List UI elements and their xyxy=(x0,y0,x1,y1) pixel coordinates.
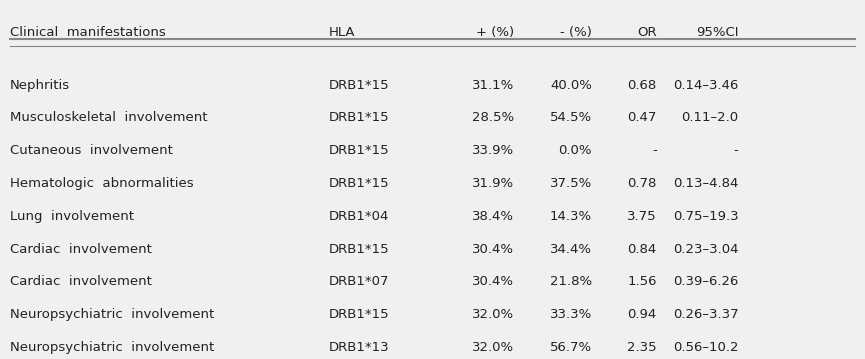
Text: Lung  involvement: Lung involvement xyxy=(10,210,134,223)
Text: 32.0%: 32.0% xyxy=(472,308,515,321)
Text: DRB1*15: DRB1*15 xyxy=(329,177,389,190)
Text: 38.4%: 38.4% xyxy=(472,210,515,223)
Text: 54.5%: 54.5% xyxy=(550,111,592,125)
Text: 21.8%: 21.8% xyxy=(550,275,592,288)
Text: HLA: HLA xyxy=(329,26,356,39)
Text: 33.3%: 33.3% xyxy=(550,308,592,321)
Text: Hematologic  abnormalities: Hematologic abnormalities xyxy=(10,177,194,190)
Text: DRB1*07: DRB1*07 xyxy=(329,275,389,288)
Text: Neuropsychiatric  involvement: Neuropsychiatric involvement xyxy=(10,308,215,321)
Text: 0.23–3.04: 0.23–3.04 xyxy=(673,243,739,256)
Text: Cardiac  involvement: Cardiac involvement xyxy=(10,275,152,288)
Text: 40.0%: 40.0% xyxy=(550,79,592,92)
Text: 33.9%: 33.9% xyxy=(472,144,515,157)
Text: 0.56–10.2: 0.56–10.2 xyxy=(673,341,739,354)
Text: DRB1*15: DRB1*15 xyxy=(329,111,389,125)
Text: OR: OR xyxy=(637,26,657,39)
Text: 28.5%: 28.5% xyxy=(472,111,515,125)
Text: 31.1%: 31.1% xyxy=(472,79,515,92)
Text: 0.39–6.26: 0.39–6.26 xyxy=(673,275,739,288)
Text: DRB1*15: DRB1*15 xyxy=(329,144,389,157)
Text: 2.35: 2.35 xyxy=(627,341,657,354)
Text: 32.0%: 32.0% xyxy=(472,341,515,354)
Text: 14.3%: 14.3% xyxy=(550,210,592,223)
Text: Clinical  manifestations: Clinical manifestations xyxy=(10,26,166,39)
Text: 1.56: 1.56 xyxy=(627,275,657,288)
Text: 0.13–4.84: 0.13–4.84 xyxy=(673,177,739,190)
Text: 0.75–19.3: 0.75–19.3 xyxy=(673,210,739,223)
Text: DRB1*15: DRB1*15 xyxy=(329,79,389,92)
Text: 0.68: 0.68 xyxy=(627,79,657,92)
Text: 0.78: 0.78 xyxy=(627,177,657,190)
Text: 30.4%: 30.4% xyxy=(472,275,515,288)
Text: Cardiac  involvement: Cardiac involvement xyxy=(10,243,152,256)
Text: 0.14–3.46: 0.14–3.46 xyxy=(673,79,739,92)
Text: 34.4%: 34.4% xyxy=(550,243,592,256)
Text: Cutaneous  involvement: Cutaneous involvement xyxy=(10,144,173,157)
Text: DRB1*13: DRB1*13 xyxy=(329,341,389,354)
Text: 0.84: 0.84 xyxy=(627,243,657,256)
Text: 30.4%: 30.4% xyxy=(472,243,515,256)
Text: DRB1*04: DRB1*04 xyxy=(329,210,389,223)
Text: 31.9%: 31.9% xyxy=(472,177,515,190)
Text: -: - xyxy=(652,144,657,157)
Text: DRB1*15: DRB1*15 xyxy=(329,243,389,256)
Text: Neuropsychiatric  involvement: Neuropsychiatric involvement xyxy=(10,341,215,354)
Text: -: - xyxy=(734,144,739,157)
Text: Musculoskeletal  involvement: Musculoskeletal involvement xyxy=(10,111,208,125)
Text: 56.7%: 56.7% xyxy=(550,341,592,354)
Text: 3.75: 3.75 xyxy=(627,210,657,223)
Text: + (%): + (%) xyxy=(477,26,515,39)
Text: - (%): - (%) xyxy=(561,26,592,39)
Text: 0.47: 0.47 xyxy=(627,111,657,125)
Text: 95%CI: 95%CI xyxy=(696,26,739,39)
Text: Nephritis: Nephritis xyxy=(10,79,70,92)
Text: 0.0%: 0.0% xyxy=(559,144,592,157)
Text: 0.26–3.37: 0.26–3.37 xyxy=(673,308,739,321)
Text: 0.11–2.0: 0.11–2.0 xyxy=(682,111,739,125)
Text: 0.94: 0.94 xyxy=(627,308,657,321)
Text: 37.5%: 37.5% xyxy=(550,177,592,190)
Text: DRB1*15: DRB1*15 xyxy=(329,308,389,321)
